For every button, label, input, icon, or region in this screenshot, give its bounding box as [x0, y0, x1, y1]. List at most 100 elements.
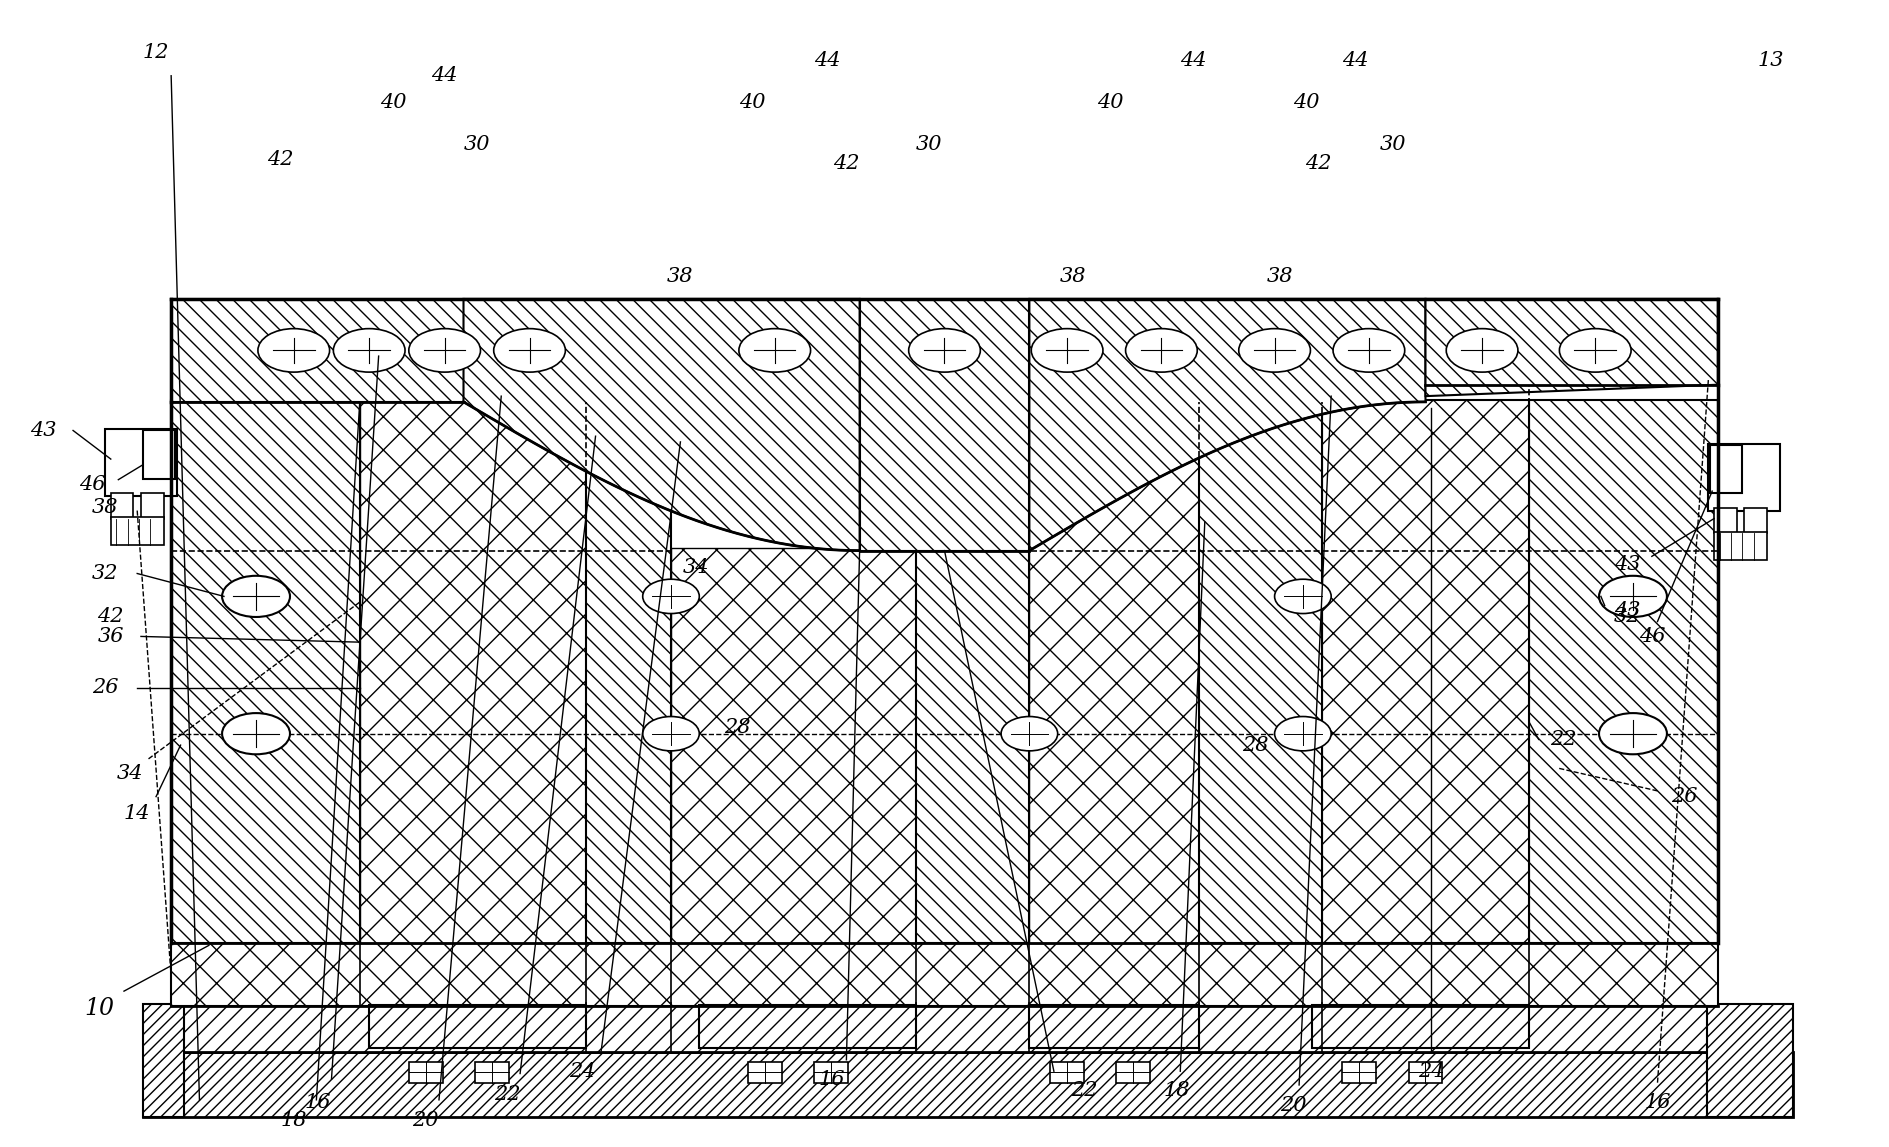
Circle shape [408, 329, 480, 372]
Text: 42: 42 [268, 150, 295, 169]
Text: 28: 28 [723, 718, 750, 738]
Text: 44: 44 [1343, 52, 1370, 70]
Text: 38: 38 [667, 266, 693, 286]
Text: 12: 12 [144, 44, 170, 62]
Text: 44: 44 [814, 52, 841, 70]
Text: 26: 26 [93, 678, 119, 697]
Text: 16: 16 [1643, 1093, 1670, 1111]
Circle shape [1001, 717, 1058, 751]
Text: 44: 44 [431, 67, 457, 85]
Bar [1713, 532, 1766, 560]
Text: 46: 46 [1638, 627, 1664, 646]
Text: 18: 18 [1164, 1082, 1190, 1100]
Circle shape [642, 579, 699, 614]
Text: 16: 16 [818, 1070, 844, 1089]
Circle shape [223, 713, 291, 755]
Circle shape [909, 329, 980, 372]
Bar [1710, 445, 1742, 493]
Circle shape [1031, 329, 1103, 372]
Bar [1313, 1005, 1530, 1048]
Bar [172, 399, 359, 943]
Text: 40: 40 [380, 93, 406, 111]
Bar [142, 493, 164, 518]
Bar [1713, 508, 1736, 533]
Text: 18: 18 [280, 1111, 308, 1130]
Circle shape [1447, 329, 1519, 372]
Text: 14: 14 [125, 804, 151, 824]
Text: 46: 46 [79, 475, 106, 493]
Bar [1530, 399, 1717, 943]
Text: 22: 22 [1551, 729, 1577, 749]
Bar [1409, 1062, 1443, 1083]
Text: 43: 43 [1613, 555, 1640, 574]
Bar [408, 1062, 442, 1083]
Text: 42: 42 [98, 608, 125, 626]
Text: 32: 32 [1613, 608, 1640, 626]
Text: 20: 20 [412, 1111, 438, 1130]
Bar [1343, 1062, 1377, 1083]
Bar [748, 1062, 782, 1083]
Bar [1030, 1005, 1200, 1048]
Bar [1030, 399, 1200, 943]
Bar [111, 493, 134, 518]
Text: 34: 34 [682, 559, 708, 577]
Polygon shape [463, 299, 859, 551]
Bar [1708, 444, 1779, 510]
Bar [916, 548, 1030, 943]
Text: 10: 10 [85, 997, 115, 1020]
Bar [111, 517, 164, 545]
Circle shape [1598, 576, 1666, 617]
Text: 42: 42 [1305, 155, 1332, 173]
Circle shape [1239, 329, 1311, 372]
Circle shape [739, 329, 810, 372]
Text: 38: 38 [93, 498, 119, 516]
Bar [1706, 1004, 1793, 1117]
Text: 36: 36 [98, 627, 125, 646]
Bar [474, 1062, 508, 1083]
Text: 34: 34 [117, 764, 144, 783]
Text: 40: 40 [1098, 93, 1124, 111]
Polygon shape [1426, 299, 1717, 396]
Bar [586, 399, 671, 943]
Circle shape [1334, 329, 1405, 372]
Polygon shape [859, 299, 1030, 551]
Bar [814, 1062, 848, 1083]
Circle shape [642, 717, 699, 751]
Bar [106, 429, 178, 496]
Text: 30: 30 [1381, 135, 1407, 154]
Polygon shape [172, 299, 463, 401]
Circle shape [1126, 329, 1198, 372]
Text: 32: 32 [93, 564, 119, 583]
Circle shape [493, 329, 565, 372]
Bar [1116, 1062, 1150, 1083]
Circle shape [332, 329, 404, 372]
Bar [1322, 399, 1530, 943]
Circle shape [1275, 717, 1332, 751]
Bar [162, 1004, 1774, 1052]
Text: 38: 38 [1060, 266, 1086, 286]
Circle shape [259, 329, 329, 372]
Bar [172, 943, 1717, 1006]
Text: 43: 43 [30, 421, 57, 440]
Text: 28: 28 [1243, 735, 1269, 755]
Bar [144, 1052, 1793, 1117]
Text: 40: 40 [739, 93, 765, 111]
Bar [699, 1005, 916, 1048]
Bar [368, 1005, 586, 1048]
Bar [671, 548, 916, 943]
Text: 30: 30 [916, 135, 943, 154]
Text: 20: 20 [1281, 1097, 1307, 1115]
Text: 44: 44 [1181, 52, 1207, 70]
Text: 13: 13 [1757, 52, 1783, 70]
Circle shape [1275, 579, 1332, 614]
Bar [144, 430, 176, 478]
Circle shape [1598, 713, 1666, 755]
Bar [1200, 399, 1322, 943]
Text: 22: 22 [493, 1085, 519, 1103]
Text: 40: 40 [1294, 93, 1320, 111]
Circle shape [1560, 329, 1630, 372]
Circle shape [223, 576, 291, 617]
Text: 24: 24 [569, 1062, 595, 1080]
Text: 26: 26 [1670, 787, 1696, 806]
Text: 43: 43 [1613, 601, 1640, 619]
